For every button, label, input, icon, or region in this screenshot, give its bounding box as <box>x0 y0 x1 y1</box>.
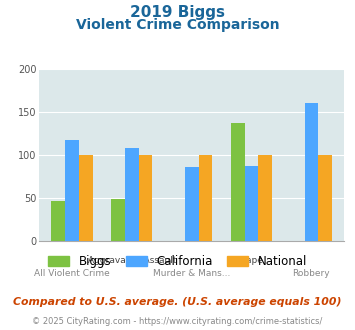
Bar <box>305 103 318 241</box>
Bar <box>231 123 245 241</box>
Text: Violent Crime Comparison: Violent Crime Comparison <box>76 18 279 32</box>
Bar <box>111 199 125 241</box>
Bar <box>185 167 198 241</box>
Bar <box>65 140 79 241</box>
Bar <box>258 155 272 241</box>
Bar <box>79 155 93 241</box>
Bar <box>245 166 258 241</box>
Text: © 2025 CityRating.com - https://www.cityrating.com/crime-statistics/: © 2025 CityRating.com - https://www.city… <box>32 317 323 326</box>
Legend: Biggs, California, National: Biggs, California, National <box>43 250 312 273</box>
Bar <box>139 155 153 241</box>
Bar <box>51 201 65 241</box>
Text: Murder & Mans...: Murder & Mans... <box>153 269 230 278</box>
Text: All Violent Crime: All Violent Crime <box>34 269 110 278</box>
Text: Robbery: Robbery <box>293 269 330 278</box>
Bar <box>318 155 332 241</box>
Bar <box>125 148 139 241</box>
Bar <box>198 155 212 241</box>
Text: Rape: Rape <box>240 256 263 265</box>
Text: Compared to U.S. average. (U.S. average equals 100): Compared to U.S. average. (U.S. average … <box>13 297 342 307</box>
Text: Aggravated Assault: Aggravated Assault <box>88 256 176 265</box>
Text: 2019 Biggs: 2019 Biggs <box>130 5 225 20</box>
